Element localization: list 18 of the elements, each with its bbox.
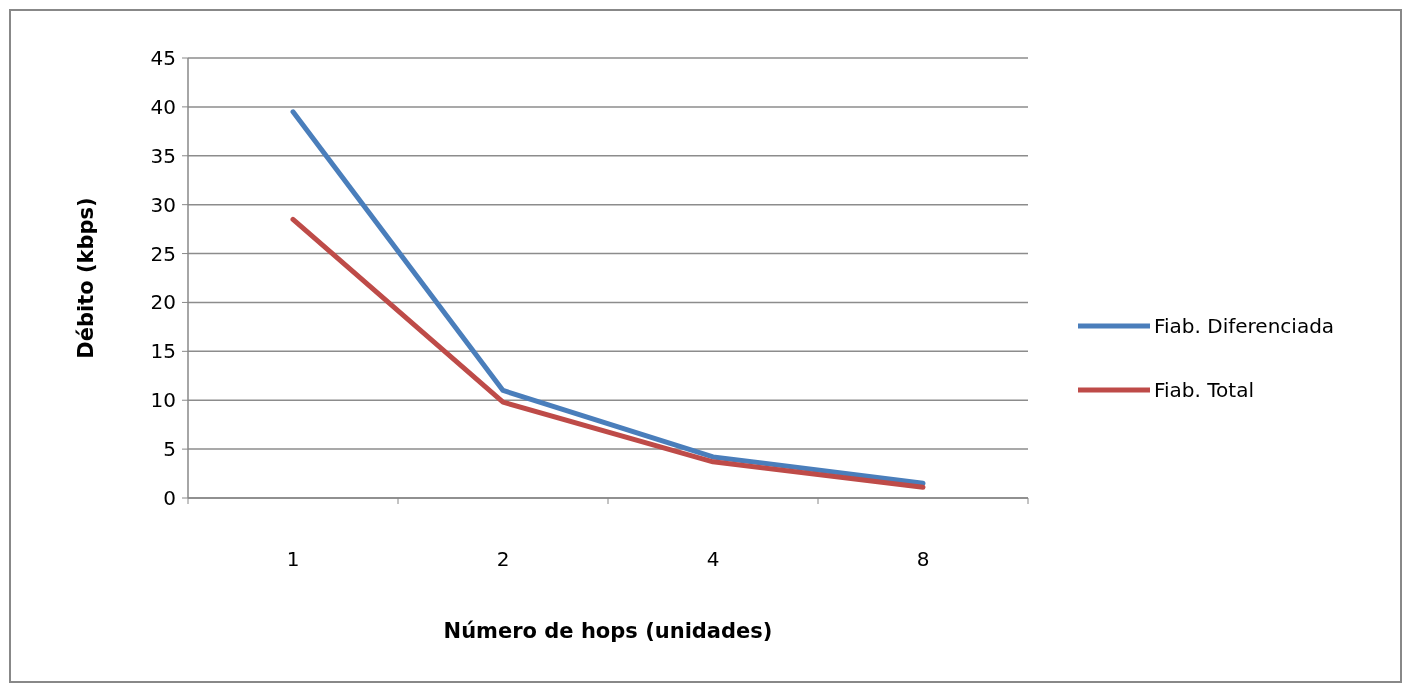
x-tick-label: 8	[916, 547, 930, 571]
x-tick-label: 1	[286, 547, 300, 571]
y-tick-label: 15	[150, 339, 176, 364]
y-tick-label: 30	[150, 192, 176, 217]
y-tick-label: 35	[150, 143, 176, 168]
legend-label: Fiab. Diferenciada	[1154, 314, 1335, 338]
x-tick-label: 4	[706, 547, 720, 571]
y-tick-label: 10	[150, 388, 176, 413]
legend-label: Fiab. Total	[1154, 378, 1254, 402]
y-axis-title: Débito (kbps)	[74, 197, 98, 359]
y-tick-label: 20	[150, 290, 176, 315]
y-tick-label: 5	[163, 437, 176, 462]
y-tick-label: 25	[150, 241, 176, 266]
x-tick-label: 2	[496, 547, 510, 571]
y-tick-label: 0	[163, 486, 176, 510]
y-tick-label: 45	[150, 46, 176, 70]
y-tick-label: 40	[150, 94, 176, 119]
x-axis-title: Número de hops (unidades)	[443, 619, 773, 643]
